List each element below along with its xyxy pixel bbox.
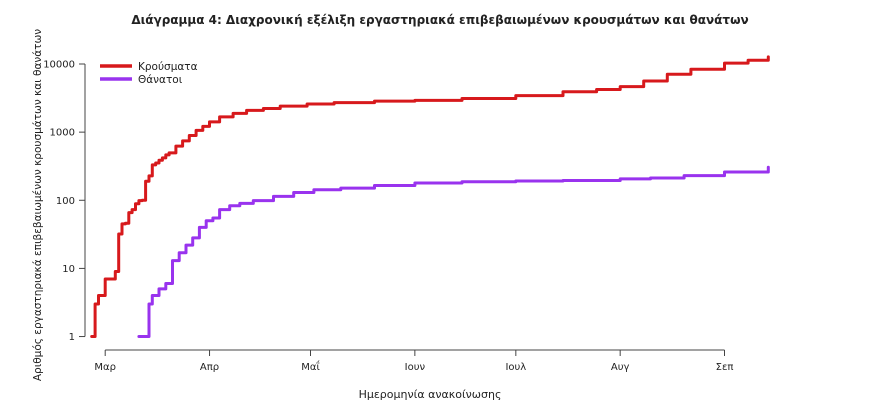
y-tick-label: 10000 <box>43 59 75 70</box>
y-tick-label: 100 <box>56 196 75 207</box>
y-tick-label: 1 <box>69 332 75 343</box>
x-tick-label: Μαρ <box>94 362 116 373</box>
y-tick-label: 10 <box>62 264 75 275</box>
legend-label-1: Κρούσματα <box>138 61 198 73</box>
x-tick-label: Μαΐ <box>301 359 320 373</box>
x-tick-label: Απρ <box>200 362 219 373</box>
x-tick-label: Σεπ <box>716 362 734 373</box>
x-axis-label: Ημερομηνία ανακοίνωσης <box>358 388 502 401</box>
x-tick-label: Ιουν <box>405 362 426 373</box>
series-line-1 <box>90 55 770 338</box>
y-tick-label: 1000 <box>50 128 75 139</box>
x-tick-label: Αυγ <box>611 362 630 373</box>
legend-label-2: Θάνατοι <box>138 74 183 86</box>
series-line-2 <box>137 165 770 338</box>
chart-title: Διάγραμμα 4: Διαχρονική εξέλιξη εργαστηρ… <box>131 13 749 27</box>
x-tick-label: Ιουλ <box>505 362 526 373</box>
